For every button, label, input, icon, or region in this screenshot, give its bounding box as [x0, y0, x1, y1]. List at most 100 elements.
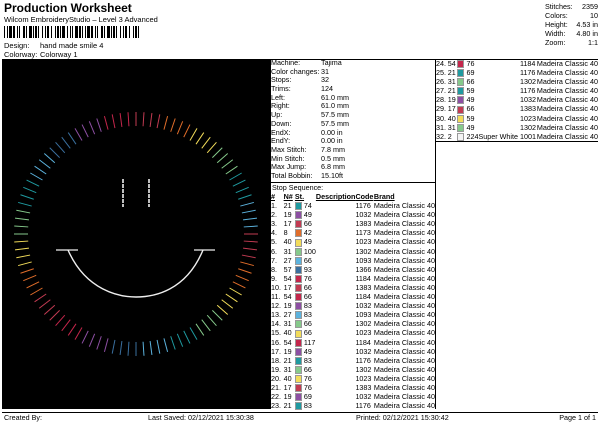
row-code: 1302 — [355, 319, 372, 329]
ring-stitch — [61, 136, 71, 149]
ring-stitch — [240, 261, 254, 267]
row-description — [316, 328, 356, 337]
color-swatch — [294, 229, 302, 238]
ring-stitch — [20, 268, 34, 274]
stop-sequence-table-continued: 24. 54 76 1184 Madeira Classic 40 25. 21 69 1176… — [436, 59, 598, 141]
barcode-bar — [135, 26, 137, 38]
ring-stitch — [127, 112, 130, 127]
row-needle: 57 — [283, 264, 292, 274]
color-swatch — [457, 105, 465, 114]
color-swatch — [294, 220, 302, 229]
ring-stitch — [201, 136, 211, 149]
ring-stitch — [49, 147, 60, 158]
color-swatch — [294, 265, 302, 274]
row-code: 1383 — [355, 219, 372, 229]
row-description — [316, 256, 356, 265]
row-stitches-cell: 66 — [294, 292, 316, 302]
row-description — [316, 265, 356, 274]
ring-stitch — [14, 225, 29, 228]
row-stitches: 69 — [466, 68, 475, 78]
ring-stitch — [156, 339, 161, 354]
ring-stitch — [74, 327, 83, 340]
barcode — [4, 26, 139, 38]
row-brand: Madeira Classic 40 — [373, 219, 435, 229]
row-stitches: 117 — [303, 337, 316, 347]
ring-stitch — [243, 240, 258, 243]
barcode-bar — [38, 26, 39, 38]
machine-value: 61.0 mm — [321, 92, 349, 102]
color-swatch — [457, 78, 465, 87]
row-stitches: 66 — [303, 219, 312, 229]
machine-row: Down: 57.5 mm — [271, 119, 435, 129]
machine-value: 0.00 in — [321, 136, 343, 146]
row-brand: Madeira Classic 40 — [373, 346, 435, 356]
machine-value: 0.00 in — [321, 127, 343, 137]
machine-label: EndY: — [271, 136, 291, 146]
mouth-smile — [67, 249, 204, 298]
ring-stitch — [18, 261, 32, 267]
row-brand: Madeira Classic 40 — [373, 228, 435, 238]
barcode-bar — [7, 26, 8, 38]
barcode-bar — [51, 26, 52, 38]
header-divider — [2, 59, 598, 60]
machine-value: 15.10ft — [321, 170, 343, 180]
col-header-description: Description — [315, 192, 356, 201]
row-description — [316, 374, 356, 383]
row-description — [316, 219, 356, 228]
machine-value: 31 — [321, 66, 329, 76]
machine-label: Up: — [271, 110, 283, 120]
row-stitches-cell: 59 — [457, 86, 478, 96]
row-brand: Madeira Classic 40 — [536, 59, 598, 68]
page-number: Page 1 of 1 — [559, 413, 596, 422]
footer: Created By: Last Saved: 02/12/2021 15:30… — [2, 413, 598, 423]
row-description — [316, 292, 356, 301]
barcode-bar — [35, 26, 37, 38]
machine-row: Color changes: 31 — [271, 66, 435, 77]
row-brand: Madeira Classic 40 — [373, 237, 435, 247]
row-code: 1093 — [355, 310, 372, 320]
ring-stitch — [149, 341, 153, 356]
row-stitches: 66 — [303, 255, 312, 265]
row-index: 16. — [271, 337, 281, 347]
row-brand: Madeira Classic 40 — [373, 401, 435, 411]
row-stitches: 66 — [303, 282, 312, 292]
color-swatch — [457, 60, 465, 69]
barcode-bar — [70, 26, 71, 38]
row-brand: Madeira Classic 40 — [373, 337, 435, 347]
row-code: 1184 — [519, 59, 536, 68]
row-stitches-cell: 66 — [294, 219, 316, 229]
row-index: 27. — [436, 86, 446, 96]
row-index: 3. — [271, 219, 277, 229]
ring-stitch — [170, 118, 176, 132]
row-code: 1184 — [355, 273, 371, 283]
row-brand: Madeira Classic 40 — [373, 264, 435, 274]
row-code: 1176 — [519, 68, 536, 78]
row-brand: Madeira Classic 40 — [373, 373, 435, 383]
barcode-bar — [17, 26, 18, 38]
row-brand: Madeira Classic 40 — [373, 392, 435, 402]
stat-label: Height: — [545, 20, 568, 29]
machine-row: Right: 61.0 mm — [271, 102, 435, 111]
color-swatch — [294, 256, 302, 265]
row-needle: 21 — [283, 201, 292, 211]
ring-stitch — [156, 114, 161, 129]
row-needle: 27 — [283, 310, 292, 320]
ring-stitch — [88, 121, 96, 135]
barcode-bar — [95, 26, 96, 38]
barcode-bar — [13, 26, 15, 38]
row-stitches-cell: 76 — [294, 374, 316, 383]
row-description — [316, 247, 356, 256]
ring-stitch — [142, 341, 145, 356]
stat-zoom: Zoom: 1:1 — [545, 38, 598, 47]
ring-stitch — [163, 338, 169, 352]
row-description — [316, 392, 356, 401]
row-needle: 19 — [283, 301, 292, 311]
row-brand: Madeira Classic 40 — [373, 292, 435, 302]
row-index: 17. — [271, 346, 281, 356]
machine-value: 61.0 mm — [321, 101, 349, 111]
row-code: 1383 — [355, 282, 372, 292]
barcode-bar — [72, 26, 73, 38]
row-needle: 19 — [447, 95, 456, 105]
ring-stitch — [38, 299, 51, 309]
ring-stitch — [189, 327, 198, 340]
